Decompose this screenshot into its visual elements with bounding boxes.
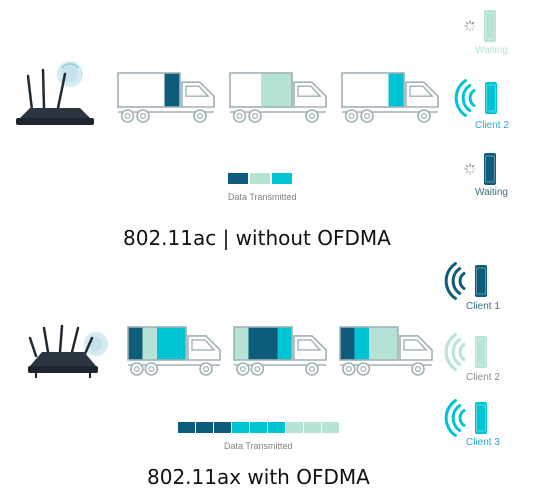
wheel — [248, 109, 262, 123]
wheel — [417, 109, 431, 123]
wheel — [342, 362, 356, 376]
cargo-segment — [133, 73, 150, 107]
legend-segment — [322, 422, 339, 433]
cargo-segment — [118, 73, 134, 107]
client-2-ax-label: Client 2 — [466, 372, 500, 383]
signal-wave — [451, 404, 462, 432]
signal-wave — [444, 399, 457, 437]
signal-wave — [454, 79, 467, 117]
data-transmitted-legend-bar — [228, 173, 292, 184]
data-transmitted-label: Data Transmitted — [228, 192, 297, 202]
legend-segment — [196, 422, 213, 433]
cargo-segment — [357, 73, 374, 107]
cargo-segment — [261, 73, 277, 107]
cargo-segment — [157, 327, 172, 360]
wheel — [236, 362, 250, 376]
cargo-segment — [383, 327, 399, 360]
wheel — [193, 109, 207, 123]
client-1-label: Client 1 — [466, 301, 500, 312]
wheel — [136, 109, 150, 123]
cargo-segment — [248, 327, 264, 360]
truck-ax-2 — [233, 326, 327, 376]
cargo-segment — [164, 73, 181, 107]
cargo-segment — [245, 73, 262, 107]
signal-wave — [444, 333, 457, 371]
wheel — [360, 109, 374, 123]
wheel — [344, 109, 359, 123]
client-3-phone-icon — [444, 399, 487, 437]
client-waiting-1-label: Waiting — [475, 45, 508, 56]
wheel — [232, 109, 247, 123]
client-1-phone-icon — [444, 262, 487, 300]
signal-wave — [458, 343, 466, 361]
cargo-segment — [276, 73, 293, 107]
legend-segment — [304, 422, 321, 433]
client-waiting-2-label: Waiting — [475, 187, 508, 198]
legend-segment — [214, 422, 231, 433]
signal-wave — [468, 89, 476, 107]
cargo-segment — [128, 327, 143, 360]
wheel — [305, 362, 319, 376]
client-2-label: Client 2 — [475, 120, 509, 131]
router-icon — [16, 61, 94, 125]
router-ax-icon — [28, 324, 108, 378]
truck-3 — [341, 72, 439, 123]
legend-segment — [232, 422, 249, 433]
truck-2 — [229, 72, 327, 123]
cargo-segment — [369, 327, 384, 360]
cargo-segment — [230, 73, 246, 107]
cargo-segment — [340, 327, 355, 360]
data-transmitted-label-ax: Data Transmitted — [224, 441, 293, 451]
legend-segment — [272, 173, 292, 184]
cargo-segment — [354, 327, 370, 360]
signal-wave — [451, 338, 462, 366]
cargo-segment — [342, 73, 358, 107]
cargo-segment — [263, 327, 278, 360]
signal-wave — [458, 272, 466, 290]
legend-segment — [268, 422, 285, 433]
wheel — [356, 362, 371, 376]
truck-ax-1 — [127, 326, 221, 376]
client-3-label: Client 3 — [466, 437, 500, 448]
legend-segment — [178, 422, 195, 433]
legend-segment — [250, 173, 270, 184]
wheel — [305, 109, 319, 123]
wheel — [250, 362, 265, 376]
client-waiting-2-icon — [464, 153, 496, 185]
signal-wave — [458, 409, 466, 427]
cargo-segment — [149, 73, 165, 107]
client-2-phone-icon — [454, 79, 497, 117]
caption-80211ac: 802.11ac | without OFDMA — [123, 226, 391, 250]
data-transmitted-legend-bar-ax — [178, 422, 339, 433]
caption-80211ax: 802.11ax with OFDMA — [147, 465, 370, 489]
signal-wave — [444, 262, 457, 300]
signal-wave — [451, 267, 462, 295]
cargo-segment — [171, 327, 187, 360]
cargo-segment — [373, 73, 389, 107]
truck-1 — [117, 72, 215, 123]
cargo-segment — [234, 327, 249, 360]
cargo-segment — [388, 73, 405, 107]
truck-ax-3 — [339, 326, 433, 376]
cargo-segment — [277, 327, 293, 360]
wheel — [130, 362, 144, 376]
legend-segment — [250, 422, 267, 433]
legend-segment — [228, 173, 248, 184]
wheel — [411, 362, 425, 376]
legend-segment — [286, 422, 303, 433]
wheel — [144, 362, 159, 376]
cargo-segment — [142, 327, 158, 360]
client-waiting-1-icon — [464, 10, 496, 42]
wheel — [120, 109, 135, 123]
wheel — [199, 362, 213, 376]
client-2-ax-phone-icon — [444, 333, 487, 371]
signal-wave — [461, 84, 472, 112]
